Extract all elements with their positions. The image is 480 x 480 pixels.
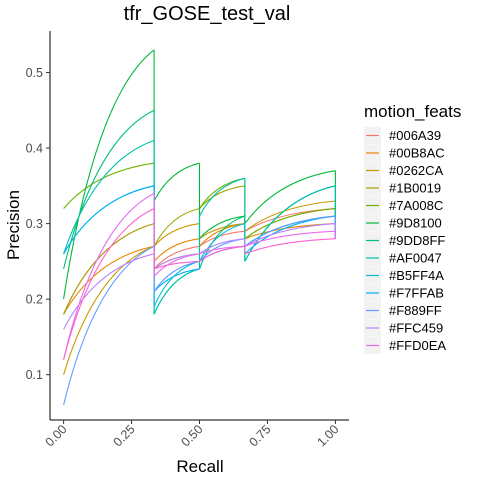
series-line-group <box>63 208 336 360</box>
y-tick-label: 0.2 <box>26 293 43 307</box>
x-tick-label: 0.25 <box>111 422 138 449</box>
legend-label: #F889FF <box>389 303 442 318</box>
legend-item: #9DD8FF <box>364 232 445 249</box>
x-tick-label: 0.00 <box>43 422 70 449</box>
legend-label: #7A008C <box>389 198 443 213</box>
legend-title: motion_feats <box>364 102 461 121</box>
legend-item: #FFC459 <box>364 319 443 337</box>
series-layer <box>63 49 336 406</box>
legend-item: #F889FF <box>364 302 442 319</box>
y-axis-ticks: 0.1 0.2 0.3 0.4 0.5 <box>26 66 50 382</box>
legend-item: #006A39 <box>364 127 441 144</box>
legend-item: #0262CA <box>364 162 444 179</box>
y-tick-label: 0.3 <box>26 217 43 231</box>
y-tick-label: 0.4 <box>26 142 43 156</box>
legend-item: #F7FFAB <box>364 284 444 302</box>
y-tick-label: 0.5 <box>26 66 43 80</box>
plot-area: 0.1 0.2 0.3 0.4 0.5 0.00 0.25 0.50 0.75 1.00 <box>26 31 349 449</box>
x-tick-label: 0.75 <box>246 422 273 449</box>
legend-label: #9DD8FF <box>389 233 445 248</box>
legend-item: #B5FF4A <box>364 267 444 284</box>
x-axis-ticks: 0.00 0.25 0.50 0.75 1.00 <box>43 420 342 449</box>
legend: motion_feats #006A39 #00B8AC #0262CA #1B001… <box>364 102 461 354</box>
legend-item: #7A008C <box>364 197 443 214</box>
legend-label: #00B8AC <box>389 146 445 161</box>
legend-label: #006A39 <box>389 128 441 143</box>
legend-label: #B5FF4A <box>389 268 444 283</box>
legend-label: #FFD0EA <box>389 338 446 353</box>
y-axis-title: Precision <box>4 190 23 260</box>
legend-item: #9D8100 <box>364 214 442 232</box>
legend-item: #00B8AC <box>364 144 445 162</box>
legend-label: #F7FFAB <box>389 286 444 301</box>
x-tick-label: 1.00 <box>314 422 341 449</box>
legend-label: #FFC459 <box>389 321 443 336</box>
legend-item: #AF0047 <box>364 249 442 267</box>
legend-item: #FFD0EA <box>364 337 446 354</box>
legend-label: #AF0047 <box>389 251 442 266</box>
chart-title: tfr_GOSE_test_val <box>124 3 291 25</box>
legend-label: #1B0019 <box>389 181 441 196</box>
legend-item: #1B0019 <box>364 179 441 197</box>
x-tick-label: 0.50 <box>179 422 206 449</box>
legend-items: #006A39 #00B8AC #0262CA #1B0019 #7A008C #9D81… <box>364 127 446 354</box>
series-line <box>63 208 336 360</box>
legend-label: #9D8100 <box>389 216 442 231</box>
y-tick-label: 0.1 <box>26 368 43 382</box>
x-axis-title: Recall <box>176 457 223 476</box>
legend-label: #0262CA <box>389 163 444 178</box>
